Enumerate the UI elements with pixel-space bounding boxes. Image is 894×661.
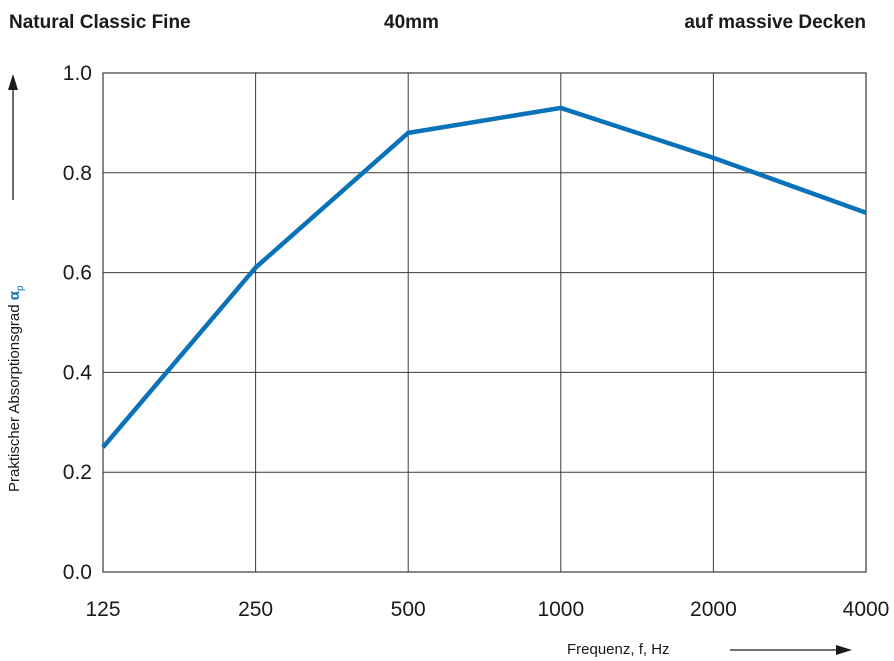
x-tick-label: 2000 xyxy=(690,598,737,621)
series-line xyxy=(101,105,867,449)
y-tick-labels: 0.0 0.2 0.4 0.6 0.8 1.0 xyxy=(63,62,93,584)
chart-grid xyxy=(102,72,867,573)
plot-frame xyxy=(102,72,867,573)
x-axis-label: Frequenz, f, Hz xyxy=(567,641,670,658)
chart-title-product: Natural Classic Fine xyxy=(9,12,191,33)
y-tick-label: 0.8 xyxy=(63,162,92,185)
y-axis-arrow-head xyxy=(8,74,18,90)
x-tick-label: 250 xyxy=(238,598,273,621)
x-axis-label-group: Frequenz, f, Hz xyxy=(567,641,852,658)
x-axis-arrow-head xyxy=(836,645,852,655)
chart-title-mounting: auf massive Decken xyxy=(684,12,866,33)
y-axis-label-group: Praktischer Absorptionsgrad αp xyxy=(6,74,26,492)
chart-title-thickness: 40mm xyxy=(384,12,439,33)
y-tick-label: 0.2 xyxy=(63,461,92,484)
x-tick-label: 125 xyxy=(85,598,120,621)
x-tick-label: 1000 xyxy=(537,598,584,621)
x-tick-label: 500 xyxy=(391,598,426,621)
y-axis-label: Praktischer Absorptionsgrad αp xyxy=(6,285,26,492)
y-tick-label: 1.0 xyxy=(63,62,92,85)
x-tick-label: 4000 xyxy=(843,598,890,621)
y-tick-label: 0.0 xyxy=(63,561,92,584)
x-tick-labels: 125 250 500 1000 2000 4000 xyxy=(85,598,889,621)
chart-series xyxy=(101,105,867,449)
y-tick-label: 0.6 xyxy=(63,262,92,285)
y-tick-label: 0.4 xyxy=(63,361,93,384)
